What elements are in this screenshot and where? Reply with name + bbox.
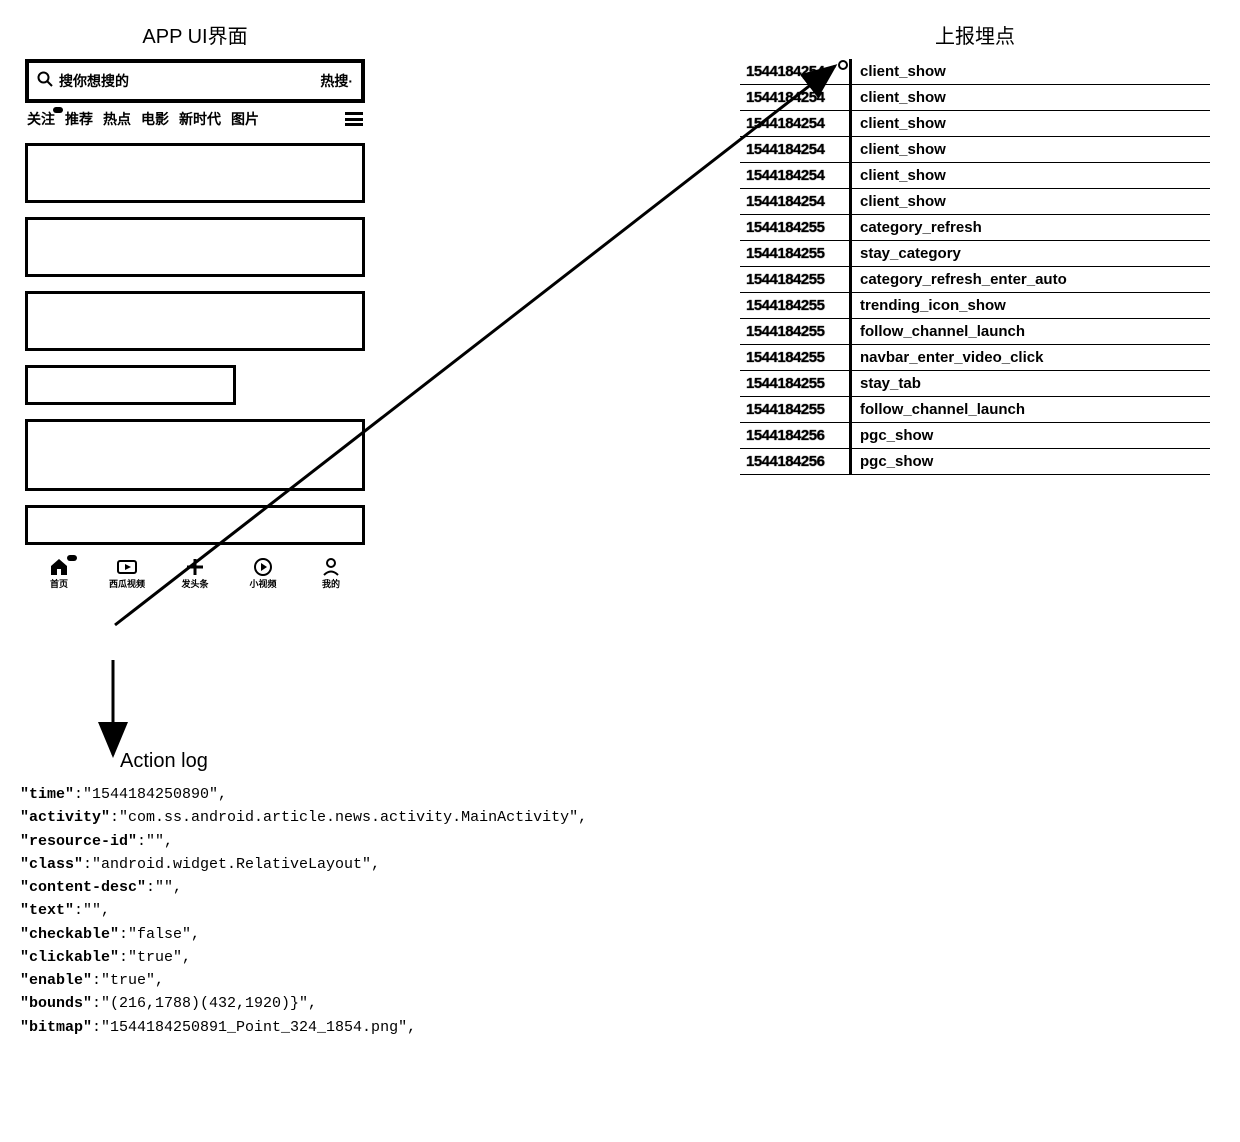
feed-card[interactable] (25, 143, 365, 203)
event-name: pgc_show (854, 423, 1210, 449)
category-tabs: 关注推荐热点电影新时代图片 (25, 103, 365, 139)
feed-cards (25, 139, 365, 551)
event-name: client_show (854, 85, 1210, 111)
events-panel: 上报埋点 1544184254client_show1544184254clie… (740, 20, 1210, 475)
tab-电影[interactable]: 电影 (141, 109, 169, 129)
event-timestamp: 1544184255 (740, 215, 850, 241)
bottomnav-video[interactable]: 西瓜视频 (99, 557, 155, 590)
bottomnav-plus[interactable]: 发头条 (167, 557, 223, 590)
event-name: follow_channel_launch (854, 397, 1210, 423)
event-name: pgc_show (854, 449, 1210, 475)
tab-新时代[interactable]: 新时代 (179, 109, 221, 129)
event-row: 1544184256pgc_show (740, 423, 1210, 449)
search-bar[interactable]: 搜你想搜的 热搜· (25, 59, 365, 103)
event-name: client_show (854, 59, 1210, 85)
tab-关注[interactable]: 关注 (27, 109, 55, 129)
search-hot-label[interactable]: 热搜· (320, 71, 353, 91)
event-row: 1544184255stay_tab (740, 371, 1210, 397)
hamburger-icon[interactable] (345, 112, 363, 126)
event-name: stay_category (854, 241, 1210, 267)
bottomnav-label: 发头条 (167, 577, 223, 590)
home-icon (31, 557, 87, 577)
events-table: 1544184254client_show1544184254client_sh… (740, 59, 1210, 475)
actionlog-panel: Action log "time":"1544184250890", "acti… (20, 750, 740, 1039)
bottomnav-label: 我的 (303, 577, 359, 590)
event-name: client_show (854, 189, 1210, 215)
event-timestamp: 1544184255 (740, 371, 850, 397)
event-timestamp: 1544184256 (740, 449, 850, 475)
event-timestamp: 1544184254 (740, 59, 850, 85)
event-name: navbar_enter_video_click (854, 345, 1210, 371)
phone-title: APP UI界面 (20, 20, 370, 49)
event-row: 1544184255category_refresh (740, 215, 1210, 241)
event-name: client_show (854, 111, 1210, 137)
feed-card[interactable] (25, 217, 365, 277)
event-timestamp: 1544184254 (740, 85, 850, 111)
person-icon (303, 557, 359, 577)
event-timestamp: 1544184256 (740, 423, 850, 449)
event-name: category_refresh_enter_auto (854, 267, 1210, 293)
search-placeholder: 搜你想搜的 (59, 71, 314, 91)
feed-card[interactable] (25, 419, 365, 491)
event-timestamp: 1544184254 (740, 137, 850, 163)
event-timestamp: 1544184255 (740, 267, 850, 293)
bottomnav-label: 西瓜视频 (99, 577, 155, 590)
bottomnav-home[interactable]: 首页 (31, 557, 87, 590)
event-row: 1544184254client_show (740, 59, 1210, 85)
actionlog-body: "time":"1544184250890", "activity":"com.… (20, 783, 740, 1039)
feed-card[interactable] (25, 365, 236, 405)
event-timestamp: 1544184255 (740, 397, 850, 423)
tab-推荐[interactable]: 推荐 (65, 109, 93, 129)
event-row: 1544184255navbar_enter_video_click (740, 345, 1210, 371)
bottomnav-person[interactable]: 我的 (303, 557, 359, 590)
fire-icon (235, 557, 291, 577)
event-name: category_refresh (854, 215, 1210, 241)
bottomnav-fire[interactable]: 小视频 (235, 557, 291, 590)
video-icon (99, 557, 155, 577)
event-row: 1544184255follow_channel_launch (740, 397, 1210, 423)
event-name: trending_icon_show (854, 293, 1210, 319)
phone-frame: 搜你想搜的 热搜· 关注推荐热点电影新时代图片 首页西瓜视频发头条小视频我的 (25, 59, 365, 590)
tab-热点[interactable]: 热点 (103, 109, 131, 129)
plus-icon (167, 557, 223, 577)
event-timestamp: 1544184255 (740, 241, 850, 267)
tab-图片[interactable]: 图片 (231, 109, 259, 129)
event-row: 1544184256pgc_show (740, 449, 1210, 475)
phone-panel: APP UI界面 搜你想搜的 热搜· 关注推荐热点电影新时代图片 首页西瓜视频发… (20, 20, 370, 590)
event-row: 1544184255stay_category (740, 241, 1210, 267)
event-row: 1544184254client_show (740, 163, 1210, 189)
bottomnav-label: 小视频 (235, 577, 291, 590)
event-row: 1544184255category_refresh_enter_auto (740, 267, 1210, 293)
event-row: 1544184255follow_channel_launch (740, 319, 1210, 345)
event-timestamp: 1544184254 (740, 189, 850, 215)
event-timestamp: 1544184255 (740, 293, 850, 319)
event-row: 1544184254client_show (740, 189, 1210, 215)
event-name: follow_channel_launch (854, 319, 1210, 345)
event-name: stay_tab (854, 371, 1210, 397)
event-row: 1544184255trending_icon_show (740, 293, 1210, 319)
event-row: 1544184254client_show (740, 111, 1210, 137)
event-timestamp: 1544184255 (740, 319, 850, 345)
actionlog-title: Action log (120, 750, 740, 773)
bottomnav-label: 首页 (31, 577, 87, 590)
events-title: 上报埋点 (740, 20, 1210, 49)
event-timestamp: 1544184255 (740, 345, 850, 371)
event-timestamp: 1544184254 (740, 163, 850, 189)
event-row: 1544184254client_show (740, 137, 1210, 163)
event-name: client_show (854, 163, 1210, 189)
event-name: client_show (854, 137, 1210, 163)
feed-card[interactable] (25, 505, 365, 545)
feed-card[interactable] (25, 291, 365, 351)
bottom-nav: 首页西瓜视频发头条小视频我的 (25, 551, 365, 590)
event-timestamp: 1544184254 (740, 111, 850, 137)
event-row: 1544184254client_show (740, 85, 1210, 111)
search-icon (37, 71, 53, 92)
arrow-endpoint-marker (838, 60, 848, 70)
